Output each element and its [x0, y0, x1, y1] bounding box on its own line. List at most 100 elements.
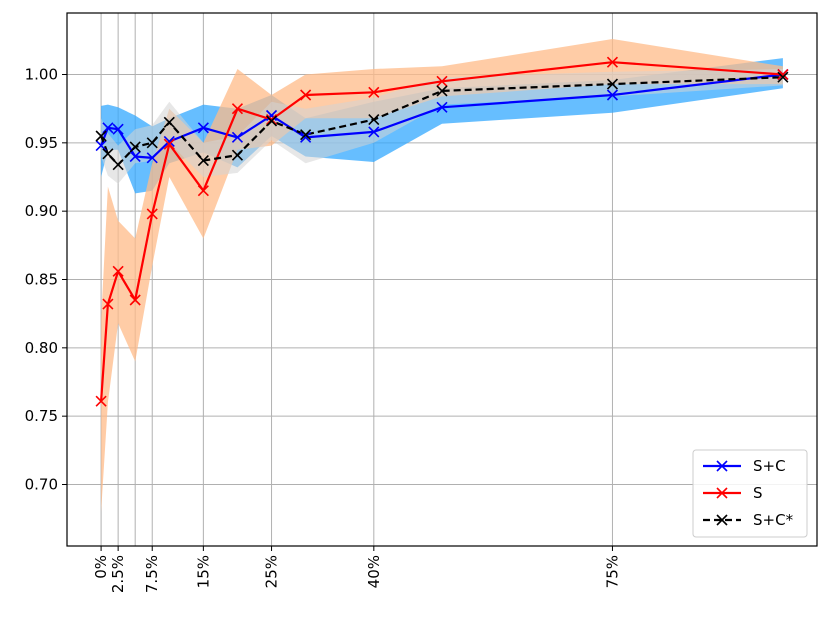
marker-stroke [368, 114, 380, 126]
marker-stroke [146, 152, 158, 164]
data-point-s-c [436, 101, 448, 113]
marker-stroke [368, 126, 380, 138]
marker-stroke [716, 514, 728, 526]
y-tick-label: 0.80 [25, 339, 58, 357]
marker-stroke [129, 141, 141, 153]
series-line-s-c [100, 73, 784, 159]
marker-stroke [197, 155, 209, 167]
marker-stroke [112, 265, 124, 277]
data-point-s-c- [265, 115, 278, 127]
data-point-s-c [129, 150, 141, 163]
data-point-s [146, 208, 158, 220]
marker-stroke [231, 103, 244, 115]
data-point-s [112, 265, 124, 277]
marker-stroke [777, 71, 789, 83]
data-point-s-c- [163, 116, 175, 128]
marker-stroke [112, 123, 124, 135]
x-tick-label: 2.5% [109, 555, 127, 593]
y-tick-label: 0.70 [25, 476, 58, 494]
x-tick-label: 25% [263, 555, 281, 588]
data-point-s-c- [197, 155, 209, 167]
y-tick-label: 0.90 [25, 202, 58, 220]
x-tick-label: 40% [365, 555, 383, 588]
data-point-s [163, 138, 175, 150]
data-point-s-c- [777, 71, 789, 83]
series-markers [95, 56, 789, 407]
marker-stroke [112, 159, 124, 171]
marker-stroke [95, 140, 107, 152]
data-point-s-c [95, 140, 107, 152]
x-tick-label: 7.5% [143, 555, 161, 593]
x-tick-label: 15% [194, 555, 212, 588]
data-point-s-c- [368, 114, 380, 126]
marker-stroke [300, 129, 312, 141]
data-point-s-c- [112, 159, 124, 171]
legend-label-s: S [753, 484, 763, 502]
data-point-s-c [300, 131, 312, 143]
marker-stroke [102, 148, 114, 160]
data-point-s-c [163, 135, 175, 148]
data-point-s [265, 114, 278, 126]
legend-marker-s-c- [716, 514, 728, 526]
data-point-s-c- [606, 78, 619, 90]
marker-stroke [129, 150, 141, 163]
data-point-s [436, 75, 448, 87]
marker-stroke [197, 122, 209, 134]
marker-stroke [265, 114, 278, 126]
data-point-s [368, 86, 380, 98]
marker-stroke [265, 115, 278, 127]
data-point-s [197, 185, 209, 197]
marker-stroke [95, 130, 107, 142]
x-tick-label: 0% [92, 555, 110, 579]
marker-stroke [436, 75, 448, 87]
data-point-s-c [112, 123, 124, 135]
marker-stroke [300, 131, 312, 143]
data-point-s-c- [95, 130, 107, 142]
data-point-s-c [146, 152, 158, 164]
y-tick-label: 0.95 [25, 134, 58, 152]
data-point-s-c- [231, 149, 244, 161]
data-point-s [129, 294, 141, 306]
marker-stroke [146, 137, 158, 149]
marker-stroke [129, 294, 141, 306]
series-line-s [100, 61, 783, 402]
marker-stroke [163, 116, 175, 128]
marker-stroke [146, 208, 158, 220]
y-tick-label: 0.75 [25, 407, 58, 425]
legend-marker-s [716, 487, 728, 499]
legend-label-s-c-: S+C* [753, 511, 794, 529]
marker-stroke [716, 460, 728, 472]
data-point-s [777, 68, 789, 81]
marker-stroke [606, 78, 619, 90]
data-point-s-c [197, 122, 209, 134]
marker-stroke [606, 56, 619, 68]
data-point-s-c- [300, 129, 312, 141]
data-point-s-c- [436, 85, 448, 97]
marker-stroke [197, 185, 209, 197]
y-tick-label: 0.85 [25, 271, 58, 289]
data-point-s [95, 395, 107, 407]
marker-stroke [102, 122, 114, 134]
marker-stroke [265, 109, 278, 122]
marker-stroke [102, 298, 114, 310]
legend-label-s-c: S+C [753, 457, 786, 475]
data-point-s [300, 89, 312, 101]
marker-stroke [163, 138, 175, 150]
data-point-s-c- [102, 148, 114, 160]
marker-stroke [436, 85, 448, 97]
axis-ticks: 0.70 0.75 0.80 0.85 0.90 0.95 1.00 0% 2.5% 7.5% 15… [25, 66, 622, 594]
data-point-s-c [265, 109, 278, 122]
marker-stroke [231, 131, 244, 143]
marker-stroke [436, 101, 448, 113]
data-point-s [606, 56, 619, 68]
marker-stroke [777, 68, 789, 81]
data-point-s-c- [129, 141, 141, 153]
marker-stroke [716, 487, 728, 499]
data-point-s-c [102, 122, 114, 134]
x-tick-label: 75% [603, 555, 621, 588]
marker-stroke [163, 135, 175, 148]
data-point-s-c [231, 131, 244, 143]
marker-stroke [368, 86, 380, 98]
